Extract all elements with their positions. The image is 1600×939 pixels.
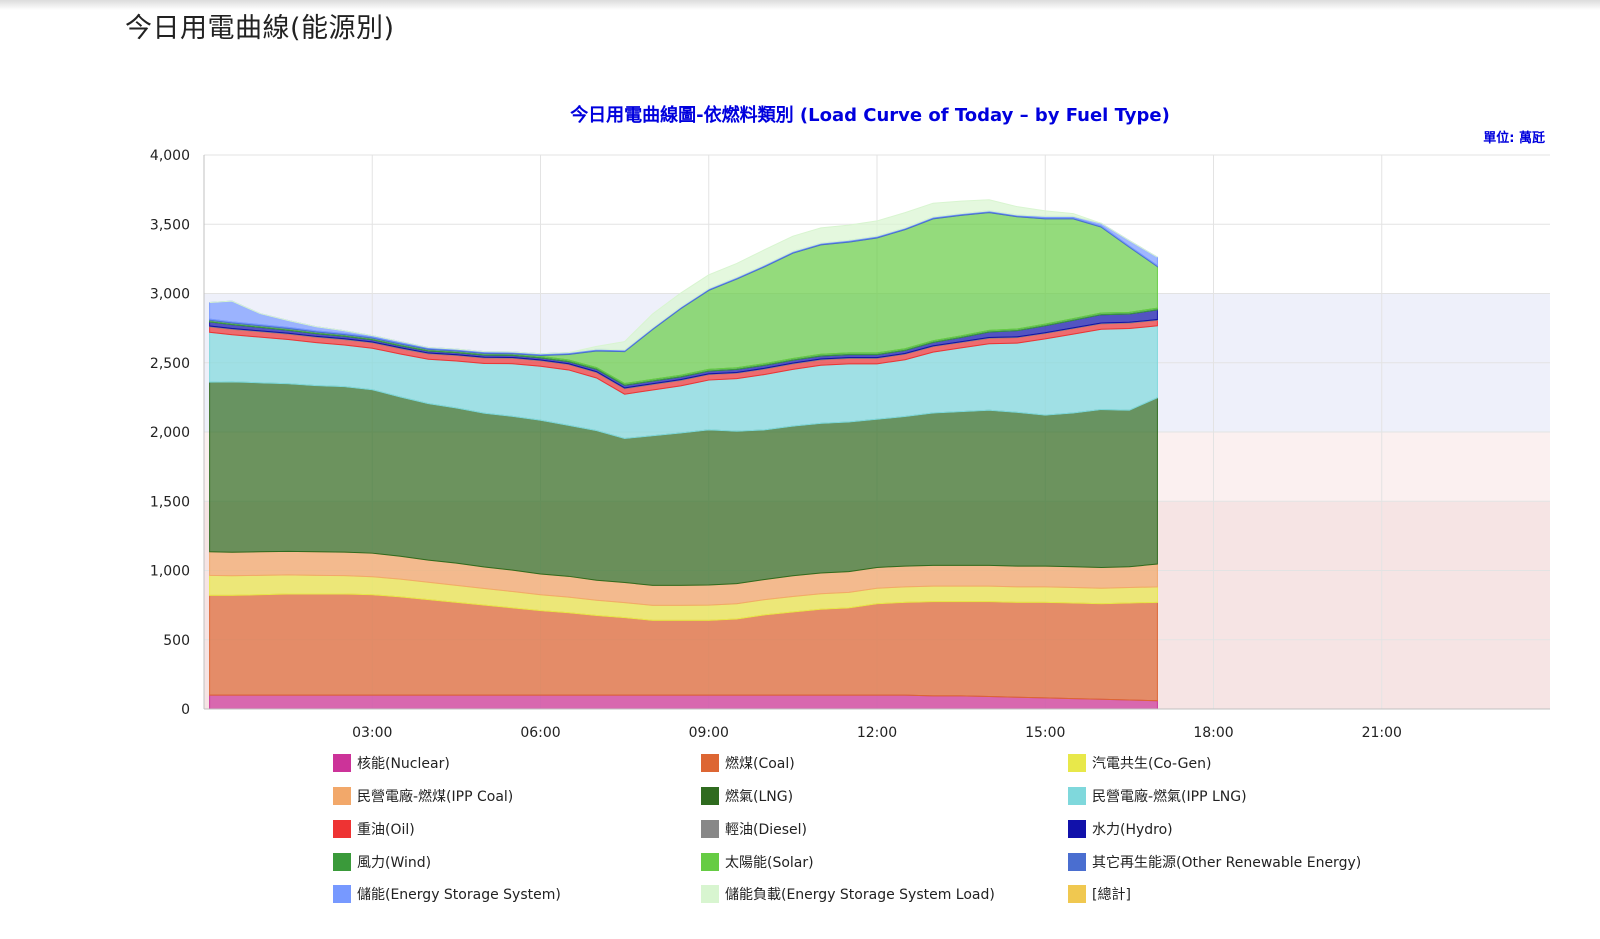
legend-label: 風力(Wind) bbox=[357, 855, 432, 871]
y-tick-label: 500 bbox=[163, 633, 190, 649]
y-tick-label: 3,000 bbox=[150, 287, 190, 303]
y-tick-label: 2,500 bbox=[150, 356, 190, 372]
legend-label: 儲能(Energy Storage System) bbox=[357, 887, 561, 903]
legend-label: 重油(Oil) bbox=[357, 822, 415, 838]
legend-item[interactable]: 儲能(Energy Storage System) bbox=[333, 884, 561, 904]
x-tick-label: 21:00 bbox=[1362, 725, 1402, 741]
legend-item[interactable]: 風力(Wind) bbox=[333, 852, 431, 872]
page-title: 今日用電曲線(能源別) bbox=[125, 13, 395, 44]
legend-item[interactable]: 核能(Nuclear) bbox=[333, 753, 450, 773]
legend-swatch bbox=[333, 853, 351, 871]
legend-item[interactable]: 儲能負載(Energy Storage System Load) bbox=[701, 884, 995, 904]
legend-item[interactable]: 燃煤(Coal) bbox=[701, 753, 795, 773]
legend-label: 太陽能(Solar) bbox=[725, 855, 814, 871]
legend-item[interactable]: 水力(Hydro) bbox=[1068, 819, 1173, 839]
x-tick-label: 06:00 bbox=[520, 725, 560, 741]
legend-swatch bbox=[333, 754, 351, 772]
x-tick-label: 15:00 bbox=[1025, 725, 1065, 741]
legend-label: 民營電廠-燃氣(IPP LNG) bbox=[1092, 789, 1247, 805]
legend-swatch bbox=[701, 787, 719, 805]
legend-item[interactable]: 輕油(Diesel) bbox=[701, 819, 807, 839]
legend-label: 汽電共生(Co-Gen) bbox=[1092, 756, 1212, 772]
legend-swatch bbox=[1068, 885, 1086, 903]
y-tick-label: 0 bbox=[181, 702, 190, 718]
y-tick-label: 4,000 bbox=[150, 148, 190, 164]
legend-item[interactable]: 汽電共生(Co-Gen) bbox=[1068, 753, 1211, 773]
legend-label: 水力(Hydro) bbox=[1092, 822, 1173, 838]
legend-swatch bbox=[701, 885, 719, 903]
legend-swatch bbox=[333, 820, 351, 838]
legend-swatch bbox=[701, 853, 719, 871]
legend-swatch bbox=[701, 754, 719, 772]
legend-label: 其它再生能源(Other Renewable Energy) bbox=[1092, 855, 1362, 871]
y-tick-label: 1,000 bbox=[150, 564, 190, 580]
legend-label: 燃氣(LNG) bbox=[725, 789, 794, 805]
legend-item[interactable]: 民營電廠-燃煤(IPP Coal) bbox=[333, 786, 513, 806]
axes: 0 500 1,000 1,500 2,000 2,500 3,000 3,500 4,000 0… bbox=[150, 148, 1550, 741]
x-tick-label: 09:00 bbox=[689, 725, 729, 741]
legend-item[interactable]: 太陽能(Solar) bbox=[701, 852, 814, 872]
legend-item[interactable]: 民營電廠-燃氣(IPP LNG) bbox=[1068, 786, 1247, 806]
legend-swatch bbox=[1068, 853, 1086, 871]
x-tick-label: 12:00 bbox=[857, 725, 897, 741]
legend-item[interactable]: 燃氣(LNG) bbox=[701, 786, 793, 806]
legend-label: [總計] bbox=[1092, 887, 1131, 903]
legend-item[interactable]: 重油(Oil) bbox=[333, 819, 415, 839]
legend-swatch bbox=[1068, 754, 1086, 772]
legend-label: 輕油(Diesel) bbox=[725, 822, 808, 838]
legend-label: 核能(Nuclear) bbox=[357, 756, 450, 772]
y-tick-label: 2,000 bbox=[150, 425, 190, 441]
y-tick-label: 3,500 bbox=[150, 217, 190, 233]
legend-swatch bbox=[1068, 787, 1086, 805]
stacked-areas bbox=[209, 199, 1158, 710]
top-shadow bbox=[0, 0, 1600, 10]
x-tick-label: 03:00 bbox=[352, 725, 392, 741]
legend-label: 燃煤(Coal) bbox=[725, 756, 795, 772]
legend-item[interactable]: [總計] bbox=[1068, 884, 1131, 904]
legend-swatch bbox=[333, 885, 351, 903]
unit-label: 單位: 萬瓩 bbox=[1483, 130, 1545, 146]
legend-swatch bbox=[333, 787, 351, 805]
legend-swatch bbox=[701, 820, 719, 838]
legend-item[interactable]: 其它再生能源(Other Renewable Energy) bbox=[1068, 852, 1361, 872]
legend-label: 民營電廠-燃煤(IPP Coal) bbox=[357, 789, 514, 805]
x-tick-label: 18:00 bbox=[1193, 725, 1233, 741]
chart-title: 今日用電曲線圖-依燃料類別 (Load Curve of Today – by … bbox=[570, 104, 1170, 126]
y-tick-label: 1,500 bbox=[150, 494, 190, 510]
legend-swatch bbox=[1068, 820, 1086, 838]
legend-label: 儲能負載(Energy Storage System Load) bbox=[725, 887, 995, 903]
